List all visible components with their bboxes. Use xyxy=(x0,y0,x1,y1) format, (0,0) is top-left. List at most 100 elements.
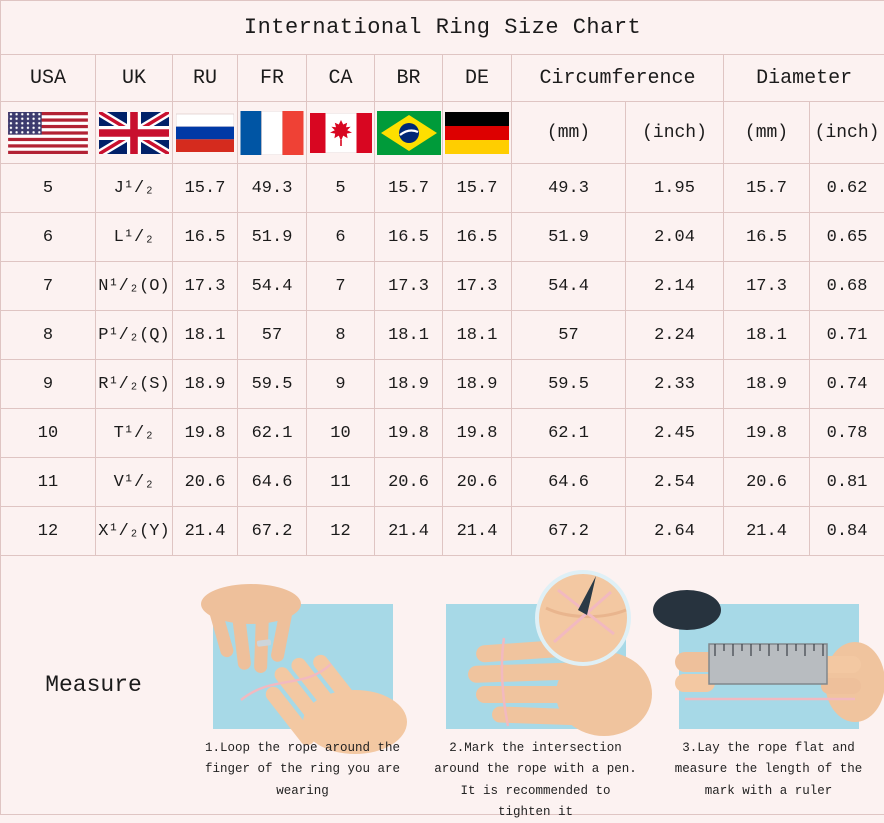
step1-caption: 1.Loop the rope around the finger of the… xyxy=(199,738,407,802)
cell-circumference-mm: 54.4 xyxy=(512,262,626,311)
cell-br: 20.6 xyxy=(375,458,443,507)
cell-ca: 6 xyxy=(307,213,375,262)
cell-fr: 54.4 xyxy=(238,262,307,311)
cell-uk: V¹/₂ xyxy=(96,458,173,507)
cell-diameter-inch: 0.84 xyxy=(810,507,884,556)
step2-caption: 2.Mark the intersection around the rope … xyxy=(432,738,640,823)
cell-fr: 57 xyxy=(238,311,307,360)
cell-usa: 7 xyxy=(1,262,96,311)
cell-circumference-mm: 49.3 xyxy=(512,164,626,213)
brazil-flag-icon xyxy=(377,111,441,155)
cell-diameter-mm: 18.1 xyxy=(724,311,810,360)
flag-cell-ca xyxy=(307,102,375,164)
cell-circumference-mm: 57 xyxy=(512,311,626,360)
col-header-fr: FR xyxy=(238,55,307,102)
cell-usa: 11 xyxy=(1,458,96,507)
cell-circumference-mm: 62.1 xyxy=(512,409,626,458)
unit-diameter-mm: (mm) xyxy=(724,102,810,164)
cell-fr: 59.5 xyxy=(238,360,307,409)
measure-label: Measure xyxy=(1,556,186,814)
cell-diameter-mm: 18.9 xyxy=(724,360,810,409)
col-header-circumference: Circumference xyxy=(512,55,724,102)
cell-usa: 10 xyxy=(1,409,96,458)
measure-row: Measure xyxy=(1,556,884,815)
cell-ca: 12 xyxy=(307,507,375,556)
cell-diameter-inch: 0.68 xyxy=(810,262,884,311)
col-header-uk: UK xyxy=(96,55,173,102)
unit-circumference-inch: (inch) xyxy=(626,102,724,164)
cell-usa: 9 xyxy=(1,360,96,409)
cell-br: 17.3 xyxy=(375,262,443,311)
cell-diameter-inch: 0.71 xyxy=(810,311,884,360)
cell-br: 16.5 xyxy=(375,213,443,262)
cell-ru: 16.5 xyxy=(173,213,238,262)
cell-diameter-inch: 0.74 xyxy=(810,360,884,409)
cell-ru: 18.1 xyxy=(173,311,238,360)
germany-flag-icon xyxy=(445,111,509,155)
title-row: International Ring Size Chart xyxy=(1,1,884,55)
col-header-usa: USA xyxy=(1,55,96,102)
cell-ca: 11 xyxy=(307,458,375,507)
col-header-ca: CA xyxy=(307,55,375,102)
cell-usa: 8 xyxy=(1,311,96,360)
measure-section: Measure xyxy=(1,556,884,815)
cell-circumference-mm: 67.2 xyxy=(512,507,626,556)
cell-fr: 51.9 xyxy=(238,213,307,262)
measure-steps: 1.Loop the rope around the finger of the… xyxy=(186,556,884,814)
flag-cell-fr xyxy=(238,102,307,164)
cell-circumference-mm: 59.5 xyxy=(512,360,626,409)
measure-step-2: 2.Mark the intersection around the rope … xyxy=(419,556,652,814)
cell-ru: 19.8 xyxy=(173,409,238,458)
unit-diameter-inch: (inch) xyxy=(810,102,884,164)
cell-uk: L¹/₂ xyxy=(96,213,173,262)
table-row: 12 X¹/₂(Y) 21.4 67.2 12 21.4 21.4 67.2 2… xyxy=(1,507,884,556)
cell-ru: 20.6 xyxy=(173,458,238,507)
russia-flag-icon xyxy=(176,113,234,153)
col-header-ru: RU xyxy=(173,55,238,102)
canada-flag-icon xyxy=(310,113,372,153)
cell-circumference-inch: 2.14 xyxy=(626,262,724,311)
cell-ru: 18.9 xyxy=(173,360,238,409)
cell-diameter-mm: 19.8 xyxy=(724,409,810,458)
cell-br: 15.7 xyxy=(375,164,443,213)
cell-de: 18.1 xyxy=(443,311,512,360)
cell-usa: 12 xyxy=(1,507,96,556)
table-row: 7 N¹/₂(O) 17.3 54.4 7 17.3 17.3 54.4 2.1… xyxy=(1,262,884,311)
flag-cell-ru xyxy=(173,102,238,164)
cell-de: 15.7 xyxy=(443,164,512,213)
table-row: 6 L¹/₂ 16.5 51.9 6 16.5 16.5 51.9 2.04 1… xyxy=(1,213,884,262)
cell-uk: P¹/₂(Q) xyxy=(96,311,173,360)
cell-ca: 5 xyxy=(307,164,375,213)
cell-diameter-inch: 0.78 xyxy=(810,409,884,458)
cell-circumference-mm: 51.9 xyxy=(512,213,626,262)
uk-flag-icon xyxy=(99,112,169,154)
cell-uk: J¹/₂ xyxy=(96,164,173,213)
cell-circumference-inch: 2.04 xyxy=(626,213,724,262)
cell-circumference-inch: 1.95 xyxy=(626,164,724,213)
cell-de: 20.6 xyxy=(443,458,512,507)
cell-uk: R¹/₂(S) xyxy=(96,360,173,409)
cell-fr: 64.6 xyxy=(238,458,307,507)
flag-cell-uk xyxy=(96,102,173,164)
cell-br: 18.9 xyxy=(375,360,443,409)
measure-step-1: 1.Loop the rope around the finger of the… xyxy=(186,556,419,814)
cell-circumference-mm: 64.6 xyxy=(512,458,626,507)
step3-caption: 3.Lay the rope flat and measure the leng… xyxy=(665,738,873,802)
cell-circumference-inch: 2.33 xyxy=(626,360,724,409)
step3-ruler-photo xyxy=(679,604,859,729)
cell-uk: T¹/₂ xyxy=(96,409,173,458)
flag-cell-br xyxy=(375,102,443,164)
cell-diameter-mm: 20.6 xyxy=(724,458,810,507)
cell-circumference-inch: 2.54 xyxy=(626,458,724,507)
cell-br: 21.4 xyxy=(375,507,443,556)
flag-row: (mm) (inch) (mm) (inch) xyxy=(1,102,884,164)
cell-ca: 9 xyxy=(307,360,375,409)
table-row: 11 V¹/₂ 20.6 64.6 11 20.6 20.6 64.6 2.54… xyxy=(1,458,884,507)
cell-ca: 10 xyxy=(307,409,375,458)
cell-uk: X¹/₂(Y) xyxy=(96,507,173,556)
cell-diameter-inch: 0.81 xyxy=(810,458,884,507)
flag-cell-usa xyxy=(1,102,96,164)
flag-cell-de xyxy=(443,102,512,164)
cell-uk: N¹/₂(O) xyxy=(96,262,173,311)
